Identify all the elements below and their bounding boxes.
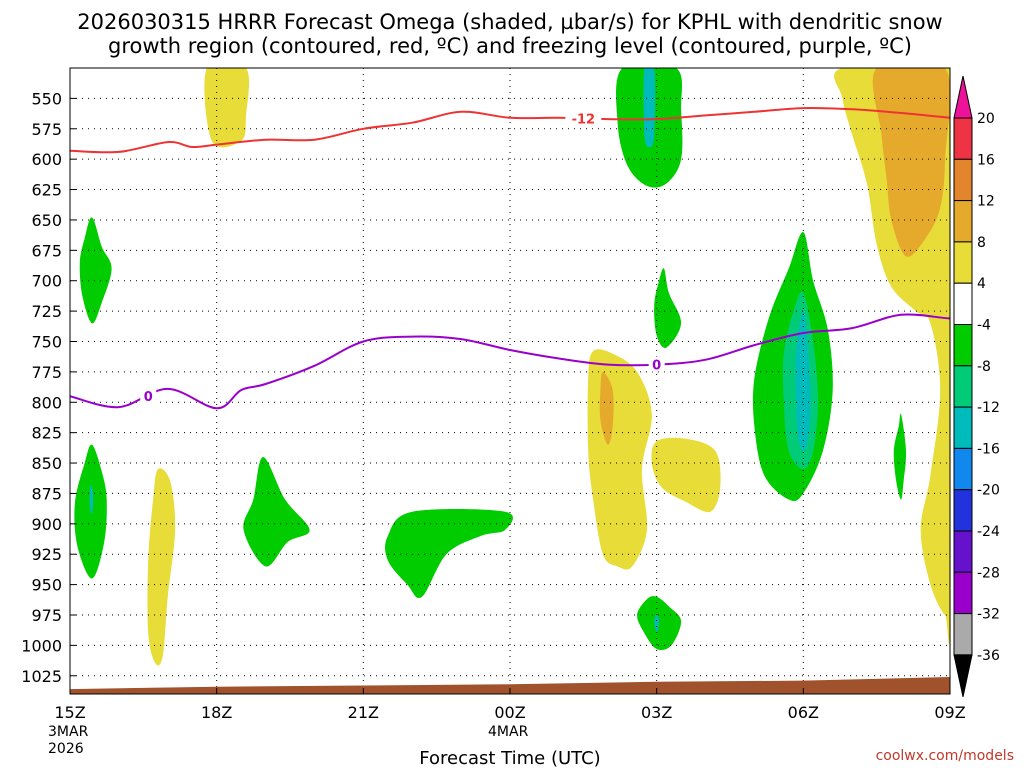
colorbar-bin--8-to--4	[953, 324, 973, 367]
colorbar-label--16: -16	[977, 441, 1000, 457]
chart-title-line-2: growth region (contoured, red, ºC) and f…	[108, 34, 912, 58]
y-tick-label-875: 875	[31, 484, 62, 503]
x-tick-sublabel-00Z: 4MAR	[488, 724, 529, 740]
colorbar-label--4: -4	[977, 318, 991, 334]
y-tick-label-775: 775	[31, 363, 62, 382]
shaded-region-left-green-spot	[79, 217, 112, 324]
purple-contour-label-1-bg	[140, 388, 157, 404]
colorbar-bin-8-to-12	[953, 200, 973, 243]
ground-surface	[70, 677, 950, 694]
colorbar-bin--36-to--32	[953, 613, 973, 656]
shaded-region-cyan-0300-bottom	[654, 615, 660, 634]
shaded-region-green-0300-bottom	[637, 596, 682, 651]
shaded-region-green-0700-sliver	[893, 413, 907, 500]
colorbar-bin--20-to--16	[953, 447, 973, 491]
contour-lines: -12 0 0	[70, 107, 950, 410]
x-tick-label-03Z: 03Z	[641, 703, 672, 722]
shaded-region-upper-yellow-plume	[204, 68, 250, 148]
shaded-region-green-2200	[385, 508, 513, 599]
x-tick-sublabel-15Z: 3MAR	[48, 724, 89, 740]
y-tick-label-625: 625	[31, 181, 62, 200]
x-tick-label-21Z: 21Z	[348, 703, 379, 722]
colorbar-bin--28-to--24	[953, 530, 973, 573]
y-tick-label-975: 975	[31, 606, 62, 625]
colorbar-label--36: -36	[977, 648, 1000, 664]
y-tick-label-700: 700	[31, 272, 62, 291]
x-tick-label-09Z: 09Z	[934, 703, 965, 722]
shaded-region-orange-0100	[599, 371, 614, 445]
y-tick-label-950: 950	[31, 576, 62, 595]
shaded-region-green-1830	[243, 457, 310, 567]
y-axis-ticks: 550 575 600 625 650 675 700 725 750 775 800 825 850 8…	[21, 89, 76, 686]
y-tick-label-850: 850	[31, 454, 62, 473]
shaded-region-yellow-column-low-left	[147, 468, 176, 666]
purple-contour-label-1: 0	[144, 390, 153, 405]
shaded-region-yellow-0100	[587, 349, 652, 570]
colorbar-bottom-arrow	[953, 654, 973, 698]
colorbar-bin--24-to--20	[953, 489, 973, 532]
colorbar-label-8: 8	[977, 235, 986, 251]
y-tick-label-925: 925	[31, 545, 62, 564]
shaded-region-green-0300-upper	[654, 268, 682, 348]
colorbar-bin-12-to-16	[953, 158, 973, 202]
x-axis-label: Forecast Time (UTC)	[419, 748, 600, 768]
colorbar-label--28: -28	[977, 565, 1000, 581]
x-tick-label-15Z: 15Z	[54, 703, 85, 722]
purple-contour-label-2-bg	[648, 356, 665, 372]
colorbar-bin--32-to--28	[953, 571, 973, 615]
shaded-region-yellow-0230	[651, 437, 721, 513]
colorbar-label--8: -8	[977, 359, 991, 375]
colorbar-label-12: 12	[977, 194, 995, 210]
y-tick-label-1025: 1025	[21, 667, 62, 686]
colorbar-label--24: -24	[977, 524, 1000, 540]
y-tick-label-650: 650	[31, 211, 62, 230]
y-tick-label-825: 825	[31, 424, 62, 443]
y-tick-label-575: 575	[31, 120, 62, 139]
colorbar-label-16: 16	[977, 152, 995, 168]
colorbar-bin--4-to-4	[953, 282, 973, 326]
red-contour-label-bg	[565, 110, 602, 126]
colorbar-label--32: -32	[977, 607, 1000, 623]
y-tick-label-550: 550	[31, 89, 62, 108]
y-tick-label-1000: 1000	[21, 636, 62, 655]
y-tick-label-900: 900	[31, 515, 62, 534]
colorbar-label--12: -12	[977, 400, 1000, 416]
grid-lines	[70, 68, 950, 694]
purple-contour-label-2: 0	[652, 359, 661, 374]
colorbar-label-20: 20	[977, 111, 995, 127]
colorbar-bin--12-to--8	[953, 365, 973, 408]
y-tick-label-800: 800	[31, 393, 62, 412]
chart-title-line-1: 2026030315 HRRR Forecast Omega (shaded, …	[77, 10, 942, 34]
credit-text: coolwx.com/models	[876, 748, 1014, 764]
ground-surface-fill	[70, 677, 950, 694]
y-tick-label-600: 600	[31, 150, 62, 169]
colorbar-bin-4-to-8	[953, 241, 973, 284]
x-tick-label-18Z: 18Z	[201, 703, 232, 722]
x-tick-label-00Z: 00Z	[494, 703, 525, 722]
colorbar-bin-16-to-20	[953, 117, 973, 160]
omega-shading	[74, 68, 950, 666]
colorbar-label--20: -20	[977, 483, 1000, 499]
colorbar: 20 16 12 8 4 -4 -8 -12 -16 -20 -24 -28 -32 -36	[953, 75, 1000, 698]
y-tick-label-750: 750	[31, 332, 62, 351]
red-contour-label: -12	[572, 112, 596, 127]
x-tick-year-15Z: 2026	[48, 741, 84, 757]
y-tick-label-725: 725	[31, 302, 62, 321]
red-contour-line	[70, 107, 950, 154]
colorbar-label-4: 4	[977, 276, 986, 292]
y-tick-label-675: 675	[31, 241, 62, 260]
shaded-region-upper-green-band-core	[643, 68, 656, 148]
x-tick-label-06Z: 06Z	[788, 703, 819, 722]
colorbar-bin--16-to--12	[953, 406, 973, 449]
purple-contour-line	[70, 313, 950, 410]
colorbar-top-arrow	[953, 75, 973, 119]
shaded-region-left-low-green-core	[89, 484, 94, 514]
